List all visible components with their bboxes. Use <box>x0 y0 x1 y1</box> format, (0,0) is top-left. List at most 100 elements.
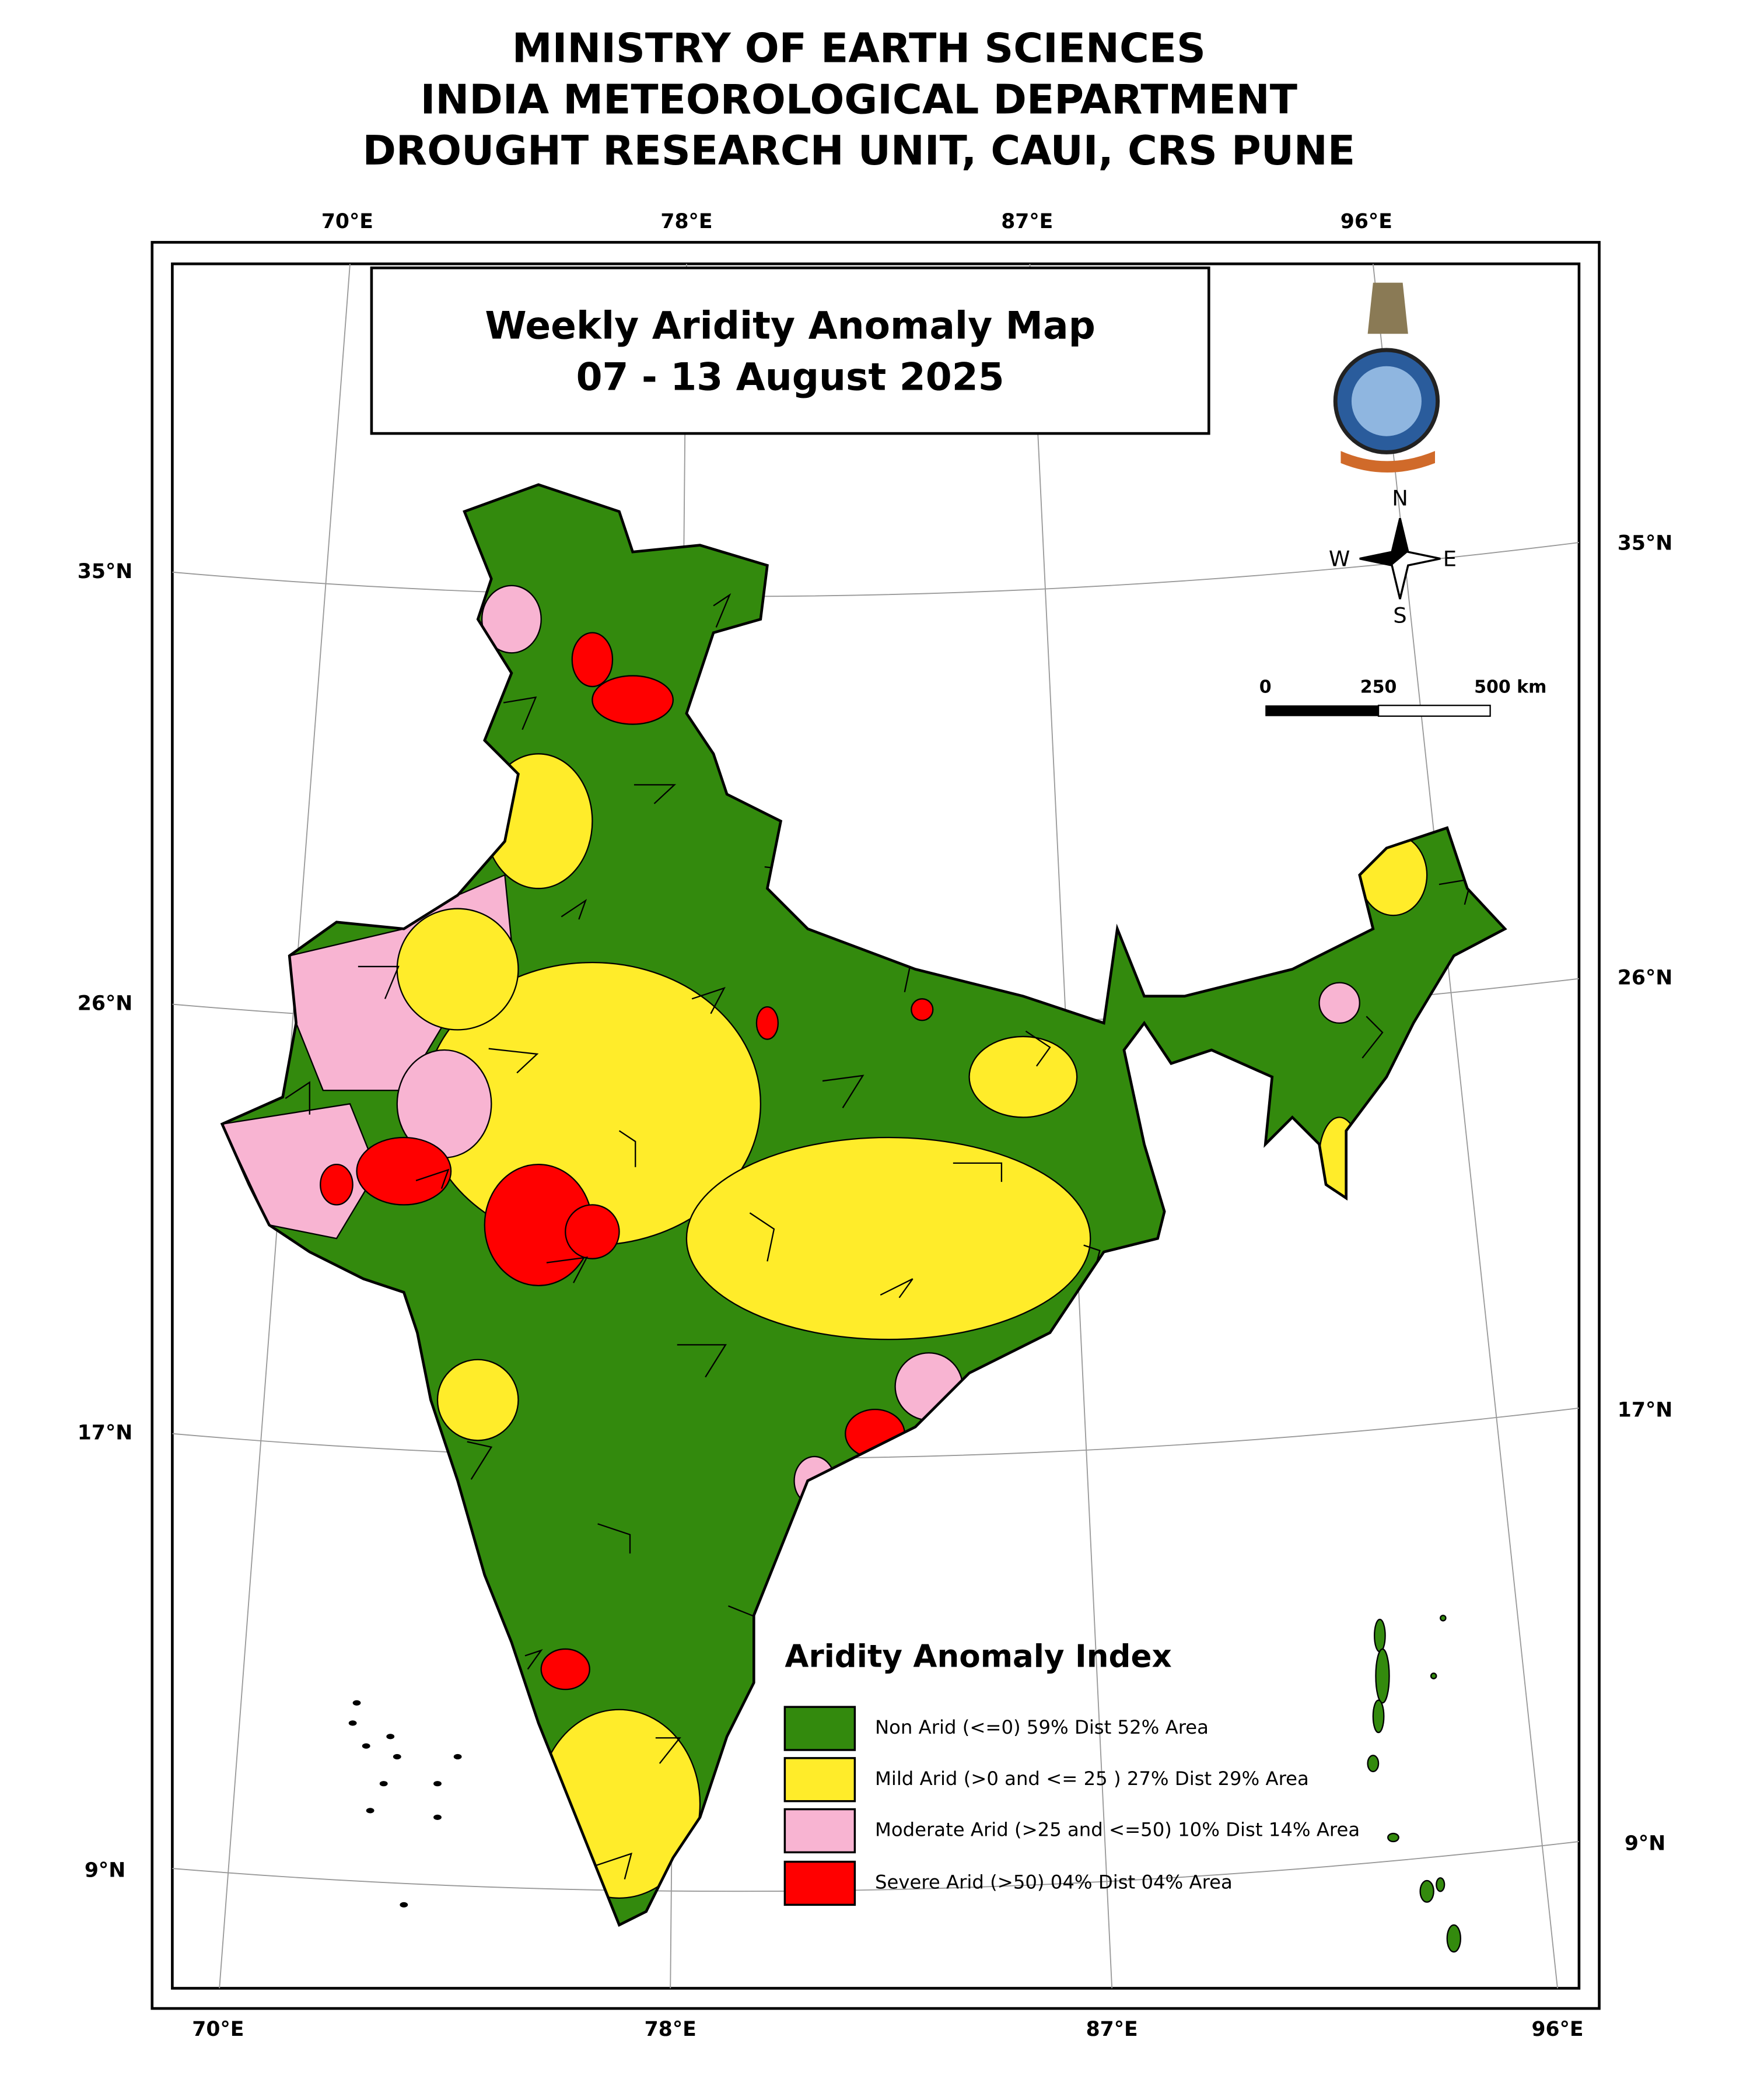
district-border <box>749 1212 775 1262</box>
district-border <box>974 769 1008 796</box>
district-border <box>1141 1453 1191 1486</box>
compass-s: S <box>1393 603 1406 628</box>
district-border <box>467 1441 493 1480</box>
district-border <box>1214 1326 1240 1371</box>
header-line: INDIA METEOROLOGICAL DEPARTMENT <box>421 76 1297 123</box>
district-border <box>1308 790 1334 811</box>
legend-label: Mild Arid (>0 and <= 25 ) 27% Dist 29% A… <box>875 1768 1309 1790</box>
district-border <box>561 898 587 920</box>
island <box>1372 1699 1385 1734</box>
district-border <box>880 1278 914 1298</box>
island <box>433 1781 442 1787</box>
scale-bar <box>1377 705 1491 717</box>
aridity-patch <box>592 675 674 725</box>
island <box>453 1754 462 1760</box>
island <box>433 1814 442 1820</box>
map-title: Weekly Aridity Anomaly Map <box>485 304 1095 348</box>
aridity-patch <box>481 584 542 654</box>
district-border <box>1362 1016 1384 1059</box>
district-border <box>1105 851 1147 890</box>
lat-label: 9°N <box>1625 1832 1665 1856</box>
legend-label: Non Arid (<=0) 59% Dist 52% Area <box>875 1716 1209 1738</box>
island <box>386 1734 395 1740</box>
aridity-patch <box>845 1409 905 1459</box>
lon-label: 78°E <box>645 2018 696 2041</box>
island <box>362 1743 370 1749</box>
aridity-patch <box>968 1035 1078 1118</box>
district-border <box>358 965 400 999</box>
district-border <box>1173 704 1195 737</box>
island <box>1374 1619 1386 1653</box>
lat-label: 17°N <box>78 1422 132 1445</box>
island <box>366 1808 374 1814</box>
district-border <box>1010 1365 1054 1392</box>
outer-frame <box>150 241 1601 2010</box>
district-border <box>655 1737 681 1764</box>
island <box>1446 1924 1461 1953</box>
lon-label: 96°E <box>1531 2018 1583 2041</box>
map-subtitle: 07 - 13 August 2025 <box>576 355 1005 399</box>
aridity-patch <box>755 1006 779 1040</box>
lat-label: 26°N <box>78 992 132 1016</box>
district-border <box>822 1074 864 1108</box>
district-border <box>713 593 732 628</box>
lon-label: 87°E <box>1086 2018 1138 2041</box>
district-border <box>1025 1030 1051 1067</box>
lat-label: 26°N <box>1618 967 1672 990</box>
district-border <box>372 608 398 636</box>
lat-label: 9°N <box>85 1859 125 1882</box>
inner-frame <box>171 262 1581 1990</box>
island <box>379 1781 388 1787</box>
lat-label: 35°N <box>78 560 132 583</box>
scale-label: 500 km <box>1474 677 1546 698</box>
aridity-patch <box>911 998 934 1021</box>
district-border <box>336 1359 354 1386</box>
district-border <box>524 1649 543 1670</box>
district-border <box>285 1081 310 1115</box>
aridity-patch <box>396 908 519 1031</box>
lon-label: 96°E <box>1340 210 1392 233</box>
aridity-patch <box>565 1204 620 1259</box>
island <box>400 1902 408 1908</box>
district-border <box>1119 1846 1145 1873</box>
district-border <box>1156 1096 1189 1124</box>
compass-w: W <box>1329 547 1350 572</box>
island <box>1436 1877 1446 1892</box>
district-border <box>1344 1409 1378 1445</box>
scale-label: 250 <box>1360 677 1397 698</box>
district-border <box>242 520 260 541</box>
emblem <box>1333 282 1440 473</box>
district-border <box>1250 587 1284 621</box>
legend-swatch <box>783 1860 856 1906</box>
legend-swatch <box>783 1808 856 1854</box>
compass-n: N <box>1392 486 1408 511</box>
district-border <box>394 1562 444 1595</box>
lon-label: 70°E <box>192 2018 244 2041</box>
district-border <box>1272 1541 1290 1561</box>
island <box>352 1700 361 1706</box>
lat-label: 35°N <box>1618 531 1672 555</box>
title-box <box>370 266 1210 435</box>
district-border <box>415 1168 450 1189</box>
island <box>393 1754 401 1760</box>
lon-label: 87°E <box>1001 210 1053 233</box>
aridity-patch <box>1318 982 1360 1024</box>
district-border <box>263 1474 305 1502</box>
district-border <box>503 696 537 730</box>
district-border <box>618 1130 636 1167</box>
district-border <box>546 1256 589 1283</box>
island <box>1367 1755 1380 1773</box>
header-line: MINISTRY OF EARTH SCIENCES <box>512 26 1206 72</box>
header-line: DROUGHT RESEARCH UNIT, CAUI, CRS PUNE <box>362 128 1355 174</box>
aridity-patch <box>685 1136 1091 1340</box>
aridity-patch <box>356 1136 452 1206</box>
district-border <box>1286 1184 1328 1217</box>
island <box>348 1720 357 1726</box>
district-border <box>1047 637 1097 680</box>
island <box>1387 1832 1399 1843</box>
legend-title: Aridity Anomaly Index <box>785 1639 1171 1675</box>
aridity-patch <box>320 1163 354 1206</box>
legend-swatch <box>783 1706 856 1751</box>
legend-swatch <box>783 1757 856 1803</box>
